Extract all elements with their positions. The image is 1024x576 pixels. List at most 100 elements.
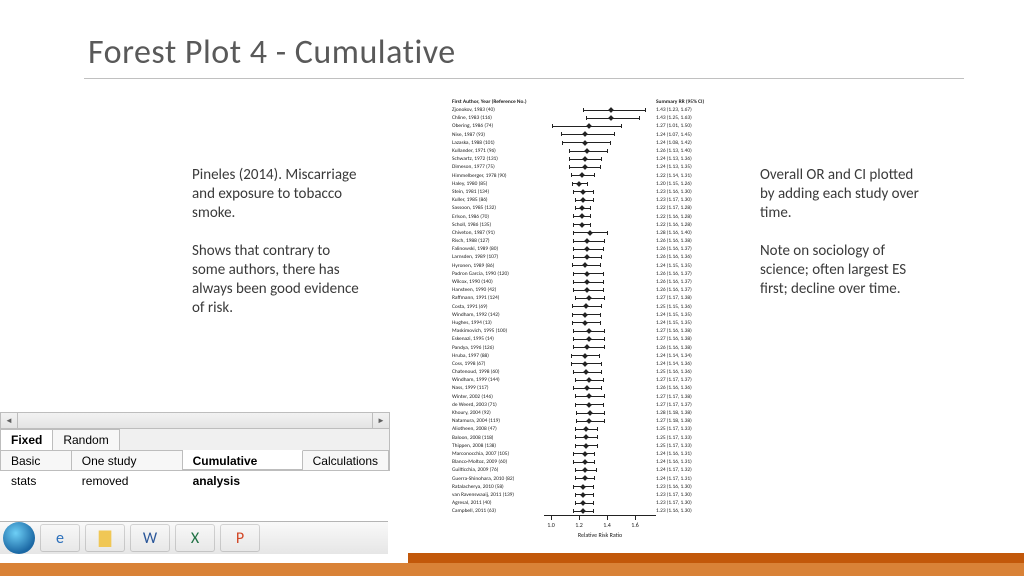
study-estimate: 1.23 (1.16, 1.30) <box>656 484 726 490</box>
study-label: Ratalacherya, 2010 (58) <box>452 484 544 490</box>
forest-row: Haley, 1980 (85)1.20 (1.15, 1.26) <box>452 180 732 188</box>
forest-row: Erlson, 1986 (70)1.22 (1.16, 1.28) <box>452 212 732 220</box>
study-ci <box>544 114 656 122</box>
study-label: Risch, 1988 (127) <box>452 238 544 244</box>
forest-row: Hruba, 1997 (88)1.24 (1.14, 1.34) <box>452 352 732 360</box>
study-label: Coss, 1998 (67) <box>452 361 544 367</box>
study-label: Thippen, 2008 (138) <box>452 443 544 449</box>
slide: Forest Plot 4 - Cumulative Pineles (2014… <box>0 0 1024 576</box>
forest-rows: Zjonokov, 1983 (40)1.43 (1.23, 1.67)Chli… <box>452 106 732 515</box>
study-ci <box>544 172 656 180</box>
study-ci <box>544 327 656 335</box>
forest-row: Padron Garcia, 1990 (120)1.26 (1.16, 1.3… <box>452 270 732 278</box>
study-ci <box>544 188 656 196</box>
study-estimate: 1.27 (1.01, 1.50) <box>656 123 726 129</box>
tab-cumulative-analysis[interactable]: Cumulative analysis <box>183 450 303 470</box>
study-label: Hughes, 1994 (13) <box>452 320 544 326</box>
tab-basic-stats[interactable]: Basic stats <box>1 451 72 470</box>
study-estimate: 1.24 (1.14, 1.36) <box>656 361 726 367</box>
word-icon[interactable]: W <box>130 524 170 552</box>
study-label: Natamura, 2004 (119) <box>452 418 544 424</box>
study-estimate: 1.27 (1.16, 1.38) <box>656 336 726 342</box>
study-estimate: 1.25 (1.17, 1.33) <box>656 443 726 449</box>
study-label: Aliotheen, 2008 (47) <box>452 426 544 432</box>
scroll-track[interactable] <box>18 413 372 428</box>
forest-row: Maskimovich, 1995 (100)1.27 (1.16, 1.38) <box>452 327 732 335</box>
study-estimate: 1.25 (1.16, 1.36) <box>656 369 726 375</box>
study-ci <box>544 245 656 253</box>
horizontal-scrollbar[interactable]: ◄ ► <box>0 412 390 429</box>
forest-row: Scholl, 1986 (135)1.22 (1.16, 1.28) <box>452 221 732 229</box>
scroll-left-icon[interactable]: ◄ <box>1 413 18 428</box>
study-estimate: 1.25 (1.17, 1.33) <box>656 435 726 441</box>
forest-header: First Author, Year (Reference No.) Summa… <box>452 98 732 106</box>
study-estimate: 1.23 (1.16, 1.30) <box>656 508 726 514</box>
study-estimate: 1.24 (1.08, 1.42) <box>656 140 726 146</box>
study-estimate: 1.26 (1.16, 1.38) <box>656 345 726 351</box>
forest-col-label: First Author, Year (Reference No.) <box>452 99 544 105</box>
forest-row: Campbell, 2011 (63)1.23 (1.16, 1.30) <box>452 507 732 515</box>
study-ci <box>544 106 656 114</box>
start-orb-icon[interactable] <box>3 522 35 554</box>
tab-calculations[interactable]: Calculations <box>303 451 389 470</box>
tab-fixed[interactable]: Fixed <box>1 429 53 450</box>
forest-row: de Weerd, 2003 (71)1.27 (1.17, 1.37) <box>452 401 732 409</box>
study-ci <box>544 204 656 212</box>
forest-row: Agresal, 2011 (40)1.23 (1.17, 1.30) <box>452 499 732 507</box>
study-label: Obering, 1986 (74) <box>452 123 544 129</box>
study-ci <box>544 499 656 507</box>
forest-row: Thippen, 2008 (138) 1.25 (1.17, 1.33) <box>452 442 732 450</box>
scroll-right-icon[interactable]: ► <box>372 413 389 428</box>
study-ci <box>544 335 656 343</box>
forest-row: Zjonokov, 1983 (40)1.43 (1.23, 1.67) <box>452 106 732 114</box>
study-ci <box>544 196 656 204</box>
footer-thick-bar <box>0 563 1024 576</box>
study-ci <box>544 213 656 221</box>
study-estimate: 1.26 (1.16, 1.37) <box>656 271 726 277</box>
study-estimate: 1.25 (1.17, 1.33) <box>656 426 726 432</box>
tabs-fixed-random: FixedRandom <box>0 429 390 450</box>
left-text-block: Pineles (2014). Miscarriage and exposure… <box>192 166 362 336</box>
windows-taskbar[interactable]: e ▇ W X P <box>0 521 388 554</box>
study-label: Raffmann, 1991 (124) <box>452 295 544 301</box>
study-ci <box>544 319 656 327</box>
forest-row: Lazaska, 1988 (101) 1.24 (1.08, 1.42) <box>452 139 732 147</box>
excel-icon[interactable]: X <box>175 524 215 552</box>
title-divider <box>84 78 964 79</box>
study-ci <box>544 147 656 155</box>
study-ci <box>544 507 656 515</box>
tab-random[interactable]: Random <box>53 429 119 450</box>
axis-tick-label: 1.2 <box>575 521 583 529</box>
study-label: Wilcox, 1990 (140) <box>452 279 544 285</box>
study-estimate: 1.23 (1.17, 1.30) <box>656 492 726 498</box>
forest-row: Chline, 1983 (116)1.43 (1.25, 1.63) <box>452 114 732 122</box>
forest-row: Winter, 2002 (146)1.27 (1.17, 1.38) <box>452 393 732 401</box>
study-label: Dimeson, 1977 (75) <box>452 164 544 170</box>
powerpoint-icon[interactable]: P <box>220 524 260 552</box>
study-label: Hyronen, 1989 (86) <box>452 263 544 269</box>
study-label: Lazaska, 1988 (101) <box>452 140 544 146</box>
study-ci <box>544 417 656 425</box>
study-ci <box>544 466 656 474</box>
study-label: Scholl, 1986 (135) <box>452 222 544 228</box>
folder-icon[interactable]: ▇ <box>85 524 125 552</box>
forest-axis: 1.01.21.41.6 Relative Risk Ratio <box>544 515 656 541</box>
forest-row: van Ravenswaaij, 2011 (139) 1.23 (1.17, 1… <box>452 491 732 499</box>
study-ci <box>544 442 656 450</box>
study-ci <box>544 450 656 458</box>
right-para-1: Overall OR and CI plotted by adding each… <box>760 166 930 224</box>
study-estimate: 1.27 (1.17, 1.37) <box>656 402 726 408</box>
study-estimate: 1.24 (1.13, 1.36) <box>656 156 726 162</box>
study-estimate: 1.28 (1.16, 1.40) <box>656 230 726 236</box>
study-ci <box>544 311 656 319</box>
study-label: van Ravenswaaij, 2011 (139) <box>452 492 544 498</box>
study-estimate: 1.26 (1.16, 1.37) <box>656 279 726 285</box>
study-estimate: 1.27 (1.17, 1.38) <box>656 394 726 400</box>
forest-row: Ratalacherya, 2010 (58) 1.23 (1.16, 1.30) <box>452 483 732 491</box>
internet-explorer-icon[interactable]: e <box>40 524 80 552</box>
tab-one-study-removed[interactable]: One study removed <box>72 451 183 470</box>
study-estimate: 1.27 (1.17, 1.37) <box>656 377 726 383</box>
forest-row: Chiveton, 1987 (91)1.28 (1.16, 1.40) <box>452 229 732 237</box>
study-label: Guerra-Shinohara, 2010 (82) <box>452 476 544 482</box>
tabs-analysis: Basic statsOne study removedCumulative a… <box>0 450 390 471</box>
